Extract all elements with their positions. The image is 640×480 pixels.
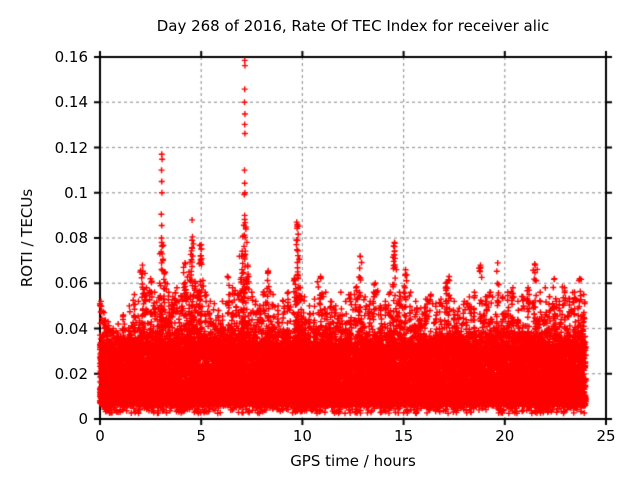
y-tick-label: 0.06 — [54, 274, 88, 293]
x-tick-label: 5 — [196, 427, 206, 445]
x-tick-label: 10 — [292, 427, 312, 445]
x-tick-label: 0 — [95, 427, 105, 445]
y-tick-label: 0.1 — [64, 183, 88, 202]
x-tick-label: 15 — [394, 427, 414, 445]
x-tick-label: 20 — [495, 427, 515, 445]
chart-title: Day 268 of 2016, Rate Of TEC Index for r… — [156, 17, 550, 35]
y-tick-label: 0.04 — [54, 319, 88, 338]
y-tick-label: 0.12 — [54, 138, 88, 157]
x-axis-label: GPS time / hours — [290, 452, 416, 470]
y-tick-label: 0.08 — [54, 229, 88, 247]
y-tick-label: 0.02 — [54, 364, 88, 383]
y-tick-label: 0.14 — [54, 93, 88, 112]
y-tick-label: 0 — [78, 410, 88, 428]
y-tick-label: 0.16 — [54, 48, 88, 66]
x-tick-label: 25 — [596, 427, 616, 445]
